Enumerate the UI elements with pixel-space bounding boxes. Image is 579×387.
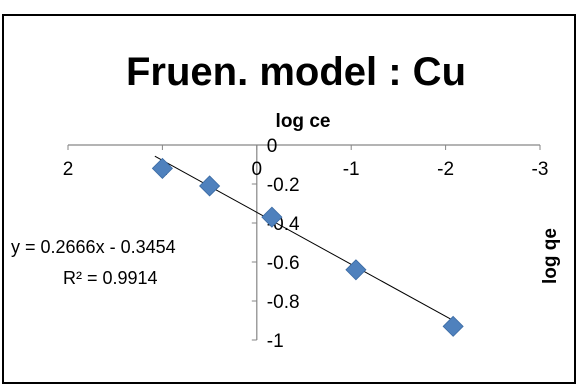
data-point (199, 175, 221, 197)
trendline-equation: y = 0.2666x - 0.3454 (11, 237, 176, 257)
data-point (442, 315, 464, 337)
x-tick-label: -2 (437, 159, 454, 180)
chart-frame (2, 14, 576, 384)
x-tick-label: 2 (63, 159, 74, 180)
data-point (345, 259, 367, 281)
data-points (151, 157, 464, 337)
axes: 210-1-2-30-0.2-0.4-0.6-0.8-1 (63, 136, 549, 352)
chart-title: Fruen. model : Cu (126, 50, 466, 94)
trendline (154, 155, 454, 321)
x-tick-label: 0 (252, 159, 263, 180)
data-point (151, 157, 173, 179)
y-tick-label: -0.2 (267, 175, 300, 196)
x-tick-label: -1 (343, 159, 360, 180)
x-tick-label: -3 (532, 159, 549, 180)
y-axis-title: log qe (540, 228, 561, 284)
trendline-line (154, 155, 454, 321)
y-tick-label: -1 (267, 331, 284, 352)
y-tick-label: 0 (267, 136, 278, 157)
y-tick-label: -0.6 (267, 253, 300, 274)
y-tick-label: -0.8 (267, 292, 300, 313)
x-axis-title: log ce (276, 111, 331, 132)
data-point (261, 206, 283, 228)
trendline-r-squared: R² = 0.9914 (63, 268, 158, 288)
